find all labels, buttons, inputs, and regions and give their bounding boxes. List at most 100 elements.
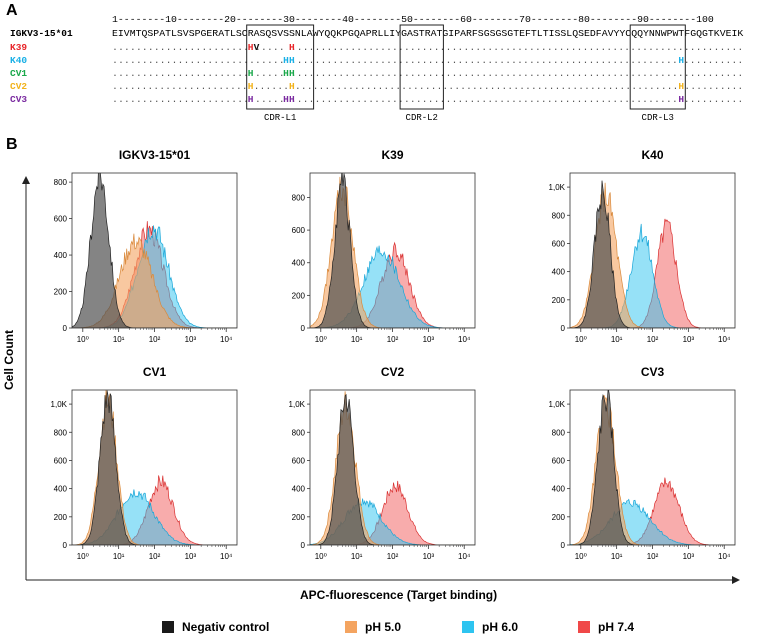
legend-swatch xyxy=(578,621,590,633)
chart-title: K39 xyxy=(381,148,403,162)
x-tick-label: 10⁴ xyxy=(220,335,233,344)
histogram-series-negativ-control xyxy=(72,173,237,328)
y-tick-label: 0 xyxy=(301,541,306,550)
y-tick-label: 800 xyxy=(292,428,306,437)
y-tick-label: 400 xyxy=(292,259,306,268)
x-tick-label: 10⁰ xyxy=(575,335,587,344)
x-tick-label: 10² xyxy=(647,335,659,344)
legend-item-ph-5-0: pH 5.0 xyxy=(345,620,401,634)
mutation-k40-97: H xyxy=(678,55,684,66)
y-tick-label: 600 xyxy=(292,226,306,235)
mutation-cv3-31: H xyxy=(289,94,295,105)
histogram-cv1: CV1 0 200 400 600 800 1,0K 10⁰ 10¹ 10² 10³ 10⁴ xyxy=(51,365,238,561)
y-tick-label: 0 xyxy=(301,324,306,333)
mutation-k40-31: H xyxy=(289,55,295,66)
mutation-cv1-24: H xyxy=(248,68,254,79)
histogram-series-negativ-control xyxy=(72,390,237,545)
position-ruler: 1--------10--------20--------30--------4… xyxy=(112,14,714,25)
y-tick-label: 200 xyxy=(292,513,306,522)
y-tick-label: 1,0K xyxy=(549,400,566,409)
mutation-cv3-24: H xyxy=(248,94,254,105)
mutation-cv2-24: H xyxy=(248,81,254,92)
y-axis-label: Cell Count xyxy=(2,330,16,390)
legend-label: pH 6.0 xyxy=(482,620,519,634)
x-tick-label: 10³ xyxy=(185,335,197,344)
x-tick-label: 10⁴ xyxy=(220,552,233,561)
y-tick-label: 200 xyxy=(552,296,566,305)
y-tick-label: 600 xyxy=(552,456,566,465)
mutation-k39-31: H xyxy=(289,42,295,53)
histogram-cv2: CV2 0 200 400 600 800 1,0K 10⁰ 10¹ 10² 10³ 10⁴ xyxy=(289,365,476,561)
x-tick-label: 10² xyxy=(387,335,399,344)
histogram-k40: K40 0 200 400 600 800 1,0K 10⁰ 10¹ 10² 10³ 10⁴ xyxy=(549,148,736,344)
x-tick-label: 10³ xyxy=(683,552,695,561)
x-tick-label: 10¹ xyxy=(611,335,623,344)
cdr-label-cdr-l2: CDR-L2 xyxy=(406,113,438,123)
x-tick-label: 10⁰ xyxy=(77,552,89,561)
identity-dots: ....................... ..... ..........… xyxy=(112,42,743,53)
y-tick-label: 400 xyxy=(552,485,566,494)
identity-dots: ....................... ..... ..........… xyxy=(112,94,743,105)
y-tick-label: 800 xyxy=(552,428,566,437)
chart-title: IGKV3-15*01 xyxy=(119,148,191,162)
y-tick-label: 0 xyxy=(561,541,566,550)
variant-name-k39: K39 xyxy=(10,42,27,53)
cdr-box-cdr-l3 xyxy=(629,24,686,110)
x-tick-label: 10⁴ xyxy=(718,335,731,344)
variant-name-cv3: CV3 xyxy=(10,94,27,105)
x-tick-label: 10⁰ xyxy=(575,552,587,561)
identity-dots: ....................... ..... ..........… xyxy=(112,68,743,79)
chart-title: CV3 xyxy=(641,365,665,379)
y-tick-label: 400 xyxy=(54,251,68,260)
chart-title: K40 xyxy=(641,148,663,162)
x-tick-label: 10¹ xyxy=(113,552,125,561)
x-axis-label: APC-fluorescence (Target binding) xyxy=(300,588,498,602)
y-tick-label: 600 xyxy=(292,456,306,465)
histogram-series-negativ-control xyxy=(570,390,735,545)
y-tick-label: 800 xyxy=(54,178,68,187)
x-tick-label: 10² xyxy=(149,552,161,561)
reference-sequence: EIVMTQSPATLSVSPGERATLSCRASQSVSSNLAWYQQKP… xyxy=(112,28,744,39)
y-tick-label: 0 xyxy=(63,541,68,550)
legend-swatch xyxy=(162,621,174,633)
x-tick-label: 10¹ xyxy=(113,335,125,344)
legend-swatch xyxy=(462,621,474,633)
variant-name-cv1: CV1 xyxy=(10,68,27,79)
variant-name-k40: K40 xyxy=(10,55,27,66)
y-tick-label: 200 xyxy=(54,513,68,522)
cdr-box-cdr-l1 xyxy=(246,24,315,110)
mutation-cv2-31: H xyxy=(289,81,295,92)
legend-label: pH 5.0 xyxy=(365,620,402,634)
x-tick-label: 10¹ xyxy=(351,335,363,344)
x-tick-label: 10³ xyxy=(423,552,435,561)
chart-title: CV1 xyxy=(143,365,167,379)
reference-name: IGKV3-15*01 xyxy=(10,28,73,39)
legend-label: Negativ control xyxy=(182,620,270,634)
y-tick-label: 0 xyxy=(561,324,566,333)
mutation-k39-25: V xyxy=(254,42,260,53)
histogram-series-ph-7-4 xyxy=(72,475,237,545)
y-tick-label: 600 xyxy=(552,239,566,248)
y-tick-label: 1,0K xyxy=(289,400,306,409)
histogram-igkv3-15-01: IGKV3-15*01 0 200 400 600 800 10⁰ 10¹ 10² 10³ 10⁴ xyxy=(54,148,238,344)
x-tick-label: 10² xyxy=(647,552,659,561)
mutation-k40-30: H xyxy=(283,55,289,66)
y-arrowhead xyxy=(22,176,30,184)
y-tick-label: 1,0K xyxy=(51,400,68,409)
y-tick-label: 0 xyxy=(63,324,68,333)
cdr-box-cdr-l2 xyxy=(399,24,444,110)
y-tick-label: 600 xyxy=(54,456,68,465)
legend-label: pH 7.4 xyxy=(598,620,635,634)
histogram-series-negativ-control xyxy=(310,173,475,328)
mutation-cv1-31: H xyxy=(289,68,295,79)
y-tick-label: 400 xyxy=(552,268,566,277)
variant-name-cv2: CV2 xyxy=(10,81,27,92)
x-tick-label: 10¹ xyxy=(611,552,623,561)
sequence-alignment: 1--------10--------20--------30--------4… xyxy=(10,14,744,123)
panel-b-letter: B xyxy=(6,136,18,153)
identity-dots: ....................... ...... .........… xyxy=(112,81,743,92)
cdr-label-cdr-l3: CDR-L3 xyxy=(642,113,674,123)
mutation-cv3-30: H xyxy=(283,94,289,105)
x-tick-label: 10³ xyxy=(683,335,695,344)
